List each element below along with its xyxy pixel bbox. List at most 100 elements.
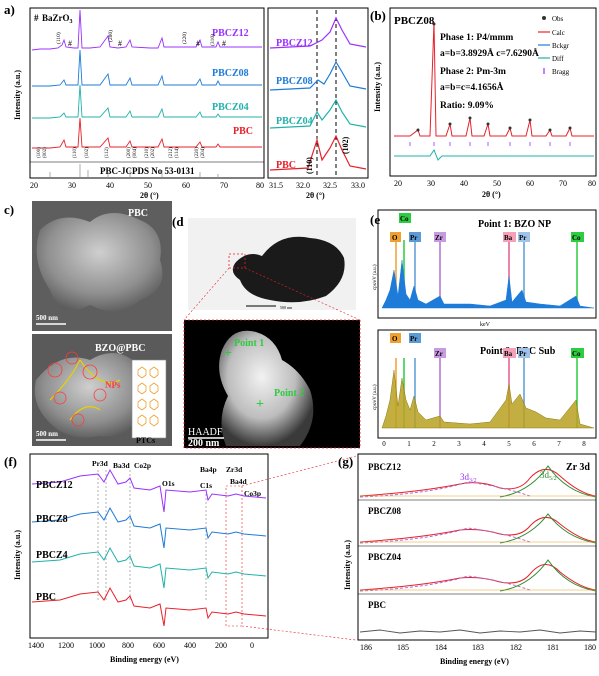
panel-a-xlabel: 2θ (°) bbox=[140, 191, 159, 200]
haadf-particle bbox=[219, 330, 314, 446]
tag-zr: Zr bbox=[435, 350, 443, 358]
panel-e-xticks: 0 1 2 3 4 5 6 7 8 bbox=[382, 440, 586, 448]
g-label-pbcz04: PBCZ04 bbox=[368, 552, 402, 562]
xtick: 0 bbox=[382, 440, 386, 448]
panel-a: a) # BaZrO3 Intensity (a.u.) PBCZ12 PBCZ… bbox=[4, 2, 265, 200]
eds-top-element-lines bbox=[395, 240, 578, 308]
eds-bottom-ylabel: cps/eV (a.u.) bbox=[373, 384, 378, 410]
eds-top-element-tags: O Co Pr Zr Ba Pr Co bbox=[390, 213, 584, 242]
xtick: 4 bbox=[482, 440, 486, 448]
eds-bottom-element-tags: O Pr Zr Ba Pr Co bbox=[390, 333, 584, 358]
panel-a-peak-labels-bottom: (100) (002) (110) (102) (112) (200) (004… bbox=[37, 147, 206, 158]
ratio: Ratio: 9.09% bbox=[440, 101, 494, 111]
legend-bazro3: BaZrO3 bbox=[42, 13, 73, 25]
zoom-curve-pbcz12 bbox=[269, 16, 367, 49]
xtick: 70 bbox=[559, 179, 567, 188]
g-label-pbcz08: PBCZ08 bbox=[368, 506, 402, 516]
point2-label: Point 2 bbox=[274, 388, 304, 399]
peak-label: (202) bbox=[151, 147, 156, 158]
anno-o1s: O1s bbox=[162, 479, 175, 488]
np-circles bbox=[47, 351, 107, 427]
panel-f-annotations: Pr3d Ba3d Co2p O1s Ba4p Zr3d C1s Ba4d Co… bbox=[92, 459, 261, 498]
peak-label: (200) bbox=[107, 30, 114, 42]
panel-f-xlabel: Binding energy (eV) bbox=[110, 655, 179, 664]
g-fit-curves-pbcz04 bbox=[359, 559, 597, 592]
panel-b-legend: Obs Calc Bckgr Diff Bragg bbox=[538, 15, 570, 76]
ref-label: PBC-JCPDS No 53-0131 bbox=[100, 166, 195, 176]
xrd-label-pbcz04: PBCZ04 bbox=[212, 102, 249, 113]
xtick: 400 bbox=[184, 641, 196, 650]
zoom-label-pbcz12: PBCZ12 bbox=[276, 38, 313, 49]
eds-top-spectrum bbox=[381, 259, 595, 309]
ptcs-label: PTCs bbox=[136, 436, 155, 445]
peak-3d32: 3d3/2 bbox=[460, 472, 477, 484]
haadf-label: HAADF bbox=[188, 427, 223, 438]
legend-diff: Diff bbox=[552, 55, 564, 63]
sem-top-label: PBC bbox=[128, 208, 148, 219]
xtick: 1 bbox=[407, 440, 411, 448]
g-fit-curves-pbcz12 bbox=[359, 465, 597, 498]
panel-e: (e Point 1: BZO NP cps/eV (a.u.) O Co Pr… bbox=[370, 209, 597, 448]
point1-label: Point 1 bbox=[234, 338, 264, 349]
phase1-params: a=b=3.8929Å c=7.6290Å bbox=[440, 47, 539, 59]
tem-particle bbox=[232, 236, 345, 303]
panel-f-xticks: 1400 1200 1000 800 600 400 200 0 bbox=[28, 641, 254, 650]
anno-co3p: Co3p bbox=[244, 489, 261, 498]
scale-label-top: 500 nm bbox=[36, 314, 58, 322]
tag-pr2: Pr bbox=[519, 234, 526, 242]
panel-g-dividers bbox=[358, 499, 596, 595]
anno-co2p: Co2p bbox=[134, 461, 151, 470]
xrd-curve-pbc bbox=[32, 117, 262, 149]
xtick: 30 bbox=[68, 181, 76, 190]
zoom-curve-pbcz08 bbox=[269, 60, 367, 91]
zoom-peak-right: (102) bbox=[341, 136, 350, 154]
tag-pr2: Pr bbox=[519, 350, 526, 358]
anno-pr3d: Pr3d bbox=[92, 459, 109, 468]
legend-obs-marker bbox=[542, 16, 546, 20]
xtick: 31.5 bbox=[269, 181, 283, 190]
panel-a-zoom: PBCZ12 PBCZ08 PBCZ04 PBC (110) (102) 31.… bbox=[267, 7, 369, 200]
tag-co2: Co bbox=[572, 234, 581, 242]
eds-top-ylabel: cps/eV (a.u.) bbox=[373, 264, 378, 290]
xtick: 20 bbox=[394, 179, 402, 188]
zoom-connector-right bbox=[244, 267, 361, 321]
panel-f-survey-curves bbox=[31, 468, 267, 627]
panel-a-xticks: 20 30 40 50 60 70 80 bbox=[30, 181, 264, 190]
xtick: 32.5 bbox=[323, 181, 337, 190]
rietveld-diff-curve bbox=[394, 148, 594, 161]
peak-marker: # bbox=[222, 39, 226, 48]
panel-a-frame bbox=[29, 7, 265, 179]
xtick: 180 bbox=[584, 643, 596, 652]
panel-a-peak-labels-top: (110) (200) (220) (310) # # # # bbox=[55, 30, 226, 48]
xtick: 800 bbox=[122, 641, 134, 650]
survey-label-pbc: PBC bbox=[36, 592, 56, 603]
tag-co2: Co bbox=[572, 350, 581, 358]
peak-label: (114) bbox=[175, 147, 180, 158]
xtick: 80 bbox=[588, 179, 596, 188]
xrd-curve-pbcz08 bbox=[32, 49, 262, 87]
xtick: 5 bbox=[507, 440, 511, 448]
xtick: 1000 bbox=[89, 641, 105, 650]
legend-obs: Obs bbox=[552, 15, 564, 23]
peak-label: (004) bbox=[133, 147, 138, 158]
tem-zoom-box bbox=[228, 253, 246, 269]
peak-label: (200) bbox=[127, 147, 132, 158]
xtick: 80 bbox=[256, 181, 264, 190]
panel-d-label: (d bbox=[172, 214, 184, 229]
sem-bottom-label: BZO@PBC bbox=[95, 343, 145, 354]
tag-ba: Ba bbox=[504, 234, 513, 242]
peak-label: (110) bbox=[55, 32, 62, 44]
xtick: 30 bbox=[427, 179, 435, 188]
xrd-label-pbcz08: PBCZ08 bbox=[212, 68, 249, 79]
xtick: 600 bbox=[153, 641, 165, 650]
survey-pbcz4 bbox=[31, 546, 267, 589]
panel-b-label: (b) bbox=[370, 8, 386, 23]
panel-g-ylabel: Intensity (a.u.) bbox=[343, 540, 352, 590]
xtick: 1400 bbox=[28, 641, 44, 650]
peak-marker: # bbox=[68, 39, 72, 48]
tag-o: O bbox=[392, 335, 398, 343]
ptc-schematic bbox=[131, 359, 167, 439]
anno-zr3d: Zr3d bbox=[226, 465, 243, 474]
panel-g-xticks: 186 185 184 183 182 181 180 bbox=[360, 643, 596, 652]
